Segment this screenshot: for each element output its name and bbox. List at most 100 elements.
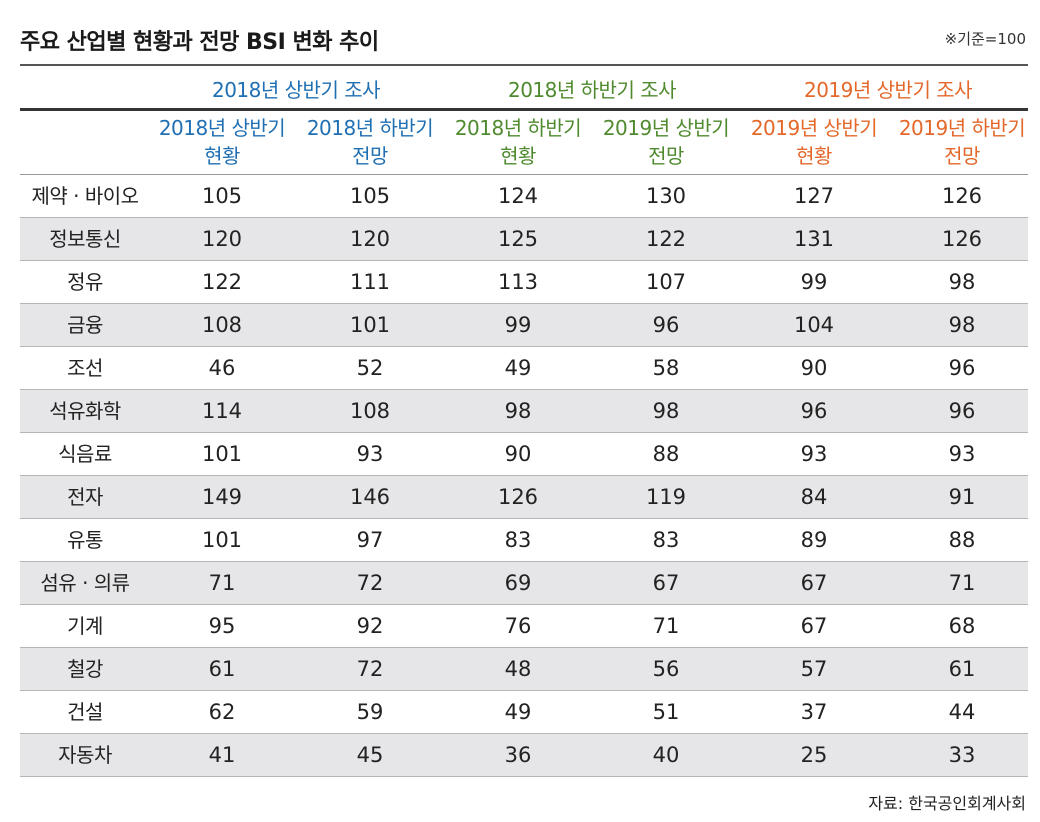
table-cell: 122 <box>201 270 243 294</box>
table-cell: 104 <box>793 313 835 337</box>
group-header-rule <box>20 108 1028 111</box>
row-industry-label: 식음료 <box>58 442 112 466</box>
row-industry-label: 건설 <box>67 700 103 724</box>
sub-header-col-5-line1: 2019년 상반기 <box>750 116 878 140</box>
table-cell: 83 <box>652 528 680 552</box>
table-cell: 146 <box>349 485 391 509</box>
table-row: 자동차 41 45 36 40 25 33 <box>20 734 1028 777</box>
sub-header-col-3: 2018년 하반기 현황 <box>444 114 592 170</box>
table-cell: 90 <box>800 356 828 380</box>
table-cell: 98 <box>948 270 976 294</box>
sub-header-col-3-line2: 현황 <box>500 144 536 168</box>
table-row: 식음료 101 93 90 88 93 93 <box>20 433 1028 476</box>
row-industry-label: 철강 <box>67 657 103 681</box>
table-cell: 61 <box>208 657 236 681</box>
table-cell: 59 <box>356 700 384 724</box>
table-cell: 62 <box>208 700 236 724</box>
chart-title: 주요 산업별 현황과 전망 BSI 변화 추이 <box>20 30 379 55</box>
header-bottom-rule <box>20 174 1028 175</box>
table-cell: 93 <box>800 442 828 466</box>
sub-header-col-4-line2: 전망 <box>648 144 684 168</box>
sub-header-col-2: 2018년 하반기 전망 <box>296 114 444 170</box>
table-row: 정유 122 111 113 107 99 98 <box>20 261 1028 304</box>
table-cell: 96 <box>652 313 680 337</box>
table-cell: 101 <box>201 442 243 466</box>
table-cell: 57 <box>800 657 828 681</box>
table-cell: 96 <box>800 399 828 423</box>
table-cell: 120 <box>201 227 243 251</box>
group-header-2018-h2: 2018년 하반기 조사 <box>507 78 677 102</box>
row-industry-label: 제약 · 바이오 <box>31 184 139 208</box>
source-note: 자료: 한국공인회계사회 <box>868 794 1026 813</box>
table-cell: 91 <box>948 485 976 509</box>
table-cell: 96 <box>948 399 976 423</box>
table-cell: 52 <box>356 356 384 380</box>
row-industry-label: 자동차 <box>58 743 112 767</box>
table-cell: 108 <box>349 399 391 423</box>
table-row: 기계 95 92 76 71 67 68 <box>20 605 1028 648</box>
table-cell: 71 <box>208 571 236 595</box>
group-header-2019-h1: 2019년 상반기 조사 <box>803 78 973 102</box>
sub-header-row: 2018년 상반기 현황 2018년 하반기 전망 2018년 하반기 현황 2019… <box>20 112 1028 174</box>
table-cell: 120 <box>349 227 391 251</box>
table-cell: 98 <box>948 313 976 337</box>
table-cell: 33 <box>948 743 976 767</box>
table-row: 전자 149 146 126 119 84 91 <box>20 476 1028 519</box>
table-cell: 83 <box>504 528 532 552</box>
row-industry-label: 기계 <box>67 614 103 638</box>
table-cell: 49 <box>504 700 532 724</box>
row-industry-label: 금융 <box>67 313 103 337</box>
table-cell: 108 <box>201 313 243 337</box>
table-cell: 72 <box>356 657 384 681</box>
table-cell: 96 <box>948 356 976 380</box>
table-cell: 89 <box>800 528 828 552</box>
row-industry-label: 조선 <box>67 356 103 380</box>
sub-header-col-4-line1: 2019년 상반기 <box>602 116 730 140</box>
table-row: 정보통신 120 120 125 122 131 126 <box>20 218 1028 261</box>
table-row: 철강 61 72 48 56 57 61 <box>20 648 1028 691</box>
table-cell: 72 <box>356 571 384 595</box>
table-cell: 36 <box>504 743 532 767</box>
table-cell: 45 <box>356 743 384 767</box>
table-cell: 107 <box>645 270 687 294</box>
table-cell: 88 <box>652 442 680 466</box>
table-cell: 49 <box>504 356 532 380</box>
row-industry-label: 석유화학 <box>49 399 121 423</box>
table-cell: 95 <box>208 614 236 638</box>
table-cell: 46 <box>208 356 236 380</box>
table-cell: 68 <box>948 614 976 638</box>
table-row: 석유화학 114 108 98 98 96 96 <box>20 390 1028 433</box>
table-cell: 111 <box>349 270 391 294</box>
table-cell: 58 <box>652 356 680 380</box>
table-cell: 90 <box>504 442 532 466</box>
table-cell: 127 <box>793 184 835 208</box>
table-cell: 113 <box>497 270 539 294</box>
table-cell: 98 <box>504 399 532 423</box>
table-row: 금융 108 101 99 96 104 98 <box>20 304 1028 347</box>
table-cell: 44 <box>948 700 976 724</box>
table-cell: 67 <box>652 571 680 595</box>
table-cell: 40 <box>652 743 680 767</box>
row-industry-label: 전자 <box>67 485 103 509</box>
basis-note: ※기준=100 <box>944 30 1026 48</box>
table-cell: 67 <box>800 571 828 595</box>
sub-header-col-6-line2: 전망 <box>944 144 980 168</box>
table-cell: 126 <box>941 184 983 208</box>
sub-header-col-1: 2018년 상반기 현황 <box>148 114 296 170</box>
table-cell: 97 <box>356 528 384 552</box>
sub-header-col-6: 2019년 하반기 전망 <box>888 114 1036 170</box>
row-industry-label: 유통 <box>67 528 103 552</box>
table-cell: 25 <box>800 743 828 767</box>
table-cell: 122 <box>645 227 687 251</box>
table-row: 제약 · 바이오 105 105 124 130 127 126 <box>20 175 1028 218</box>
table-cell: 56 <box>652 657 680 681</box>
group-header-row: 2018년 상반기 조사 2018년 하반기 조사 2019년 상반기 조사 <box>20 66 1028 110</box>
table-cell: 48 <box>504 657 532 681</box>
table-cell: 98 <box>652 399 680 423</box>
table-top-rule <box>20 64 1028 66</box>
table-cell: 105 <box>349 184 391 208</box>
table-cell: 41 <box>208 743 236 767</box>
table-cell: 88 <box>948 528 976 552</box>
table-cell: 149 <box>201 485 243 509</box>
